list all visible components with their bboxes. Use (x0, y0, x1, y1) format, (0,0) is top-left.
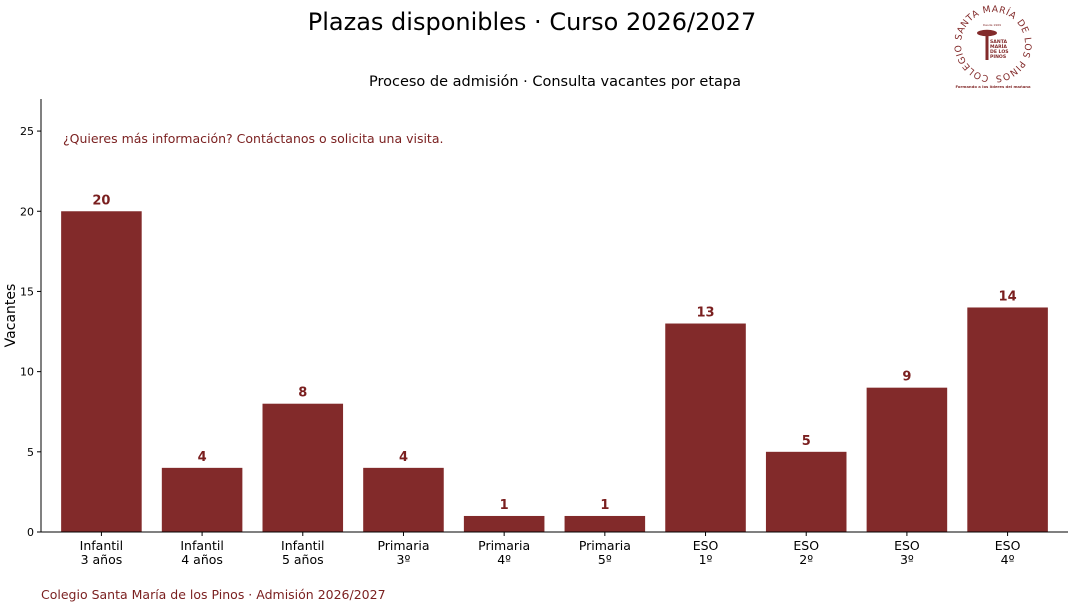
bar-value-label: 9 (902, 370, 911, 385)
logo-center-line-3: DE LOS (990, 49, 1009, 55)
x-tick-label: Primaria 3º (377, 538, 429, 567)
y-tick-label: 20 (20, 205, 34, 218)
y-axis-label: Vacantes (3, 284, 19, 348)
logo-since: Desde 1969 (983, 23, 1001, 27)
y-tick-label: 10 (20, 366, 34, 379)
bar (463, 515, 545, 532)
x-tick-label: Primaria 4º (478, 538, 530, 567)
bar-value-label: 4 (198, 450, 207, 465)
logo-center-line-1: SANTA (990, 39, 1007, 45)
bar (967, 307, 1048, 532)
y-tick-label: 0 (27, 526, 34, 539)
x-tick-label: Infantil 4 años (180, 538, 223, 567)
bar (161, 467, 243, 532)
school-logo: COLEGIO SANTA MARÍA DE LOS PINOS Desde 1… (953, 4, 1033, 89)
footer-text: Colegio Santa María de los Pinos · Admis… (41, 587, 386, 602)
x-tick-label: Primaria 5º (579, 538, 631, 567)
bar (61, 211, 142, 532)
info-annotation: ¿Quieres más información? Contáctanos o … (63, 131, 443, 146)
logo-tagline: Formando a los líderes del mañana (955, 84, 1030, 89)
x-tick-label: Infantil 3 años (80, 538, 123, 567)
bar-value-label: 1 (500, 498, 509, 513)
chart-subtitle: Proceso de admisión · Consulta vacantes … (368, 74, 742, 90)
bar-value-label: 5 (802, 434, 811, 449)
y-tick-label: 25 (20, 125, 34, 138)
logo-center-line-2: MARÍA (990, 42, 1007, 50)
x-tick-label: ESO 1º (693, 538, 719, 567)
x-tick-label: Infantil 5 años (281, 538, 324, 567)
bar-value-label: 13 (696, 306, 714, 321)
bar-value-label: 14 (999, 289, 1017, 304)
x-tick-label: ESO 4º (995, 538, 1021, 567)
x-tick-label: ESO 2º (793, 538, 819, 567)
bar-value-label: 4 (399, 450, 408, 465)
bar (262, 403, 344, 532)
pine-tree-icon (977, 29, 997, 60)
bar-value-label: 8 (298, 386, 307, 401)
bar (665, 323, 746, 532)
y-tick-label: 15 (20, 285, 34, 298)
bar (564, 515, 646, 532)
x-tick-label: ESO 3º (894, 538, 920, 567)
bar-value-label: 20 (92, 193, 110, 208)
bar (363, 467, 444, 532)
bar-value-label: 1 (600, 498, 609, 513)
y-tick-label: 5 (27, 446, 34, 459)
page-title: Plazas disponibles · Curso 2026/2027 (307, 8, 757, 36)
bar (765, 451, 847, 532)
logo-center-line-4: PINOS (990, 54, 1006, 60)
bar (866, 387, 948, 532)
